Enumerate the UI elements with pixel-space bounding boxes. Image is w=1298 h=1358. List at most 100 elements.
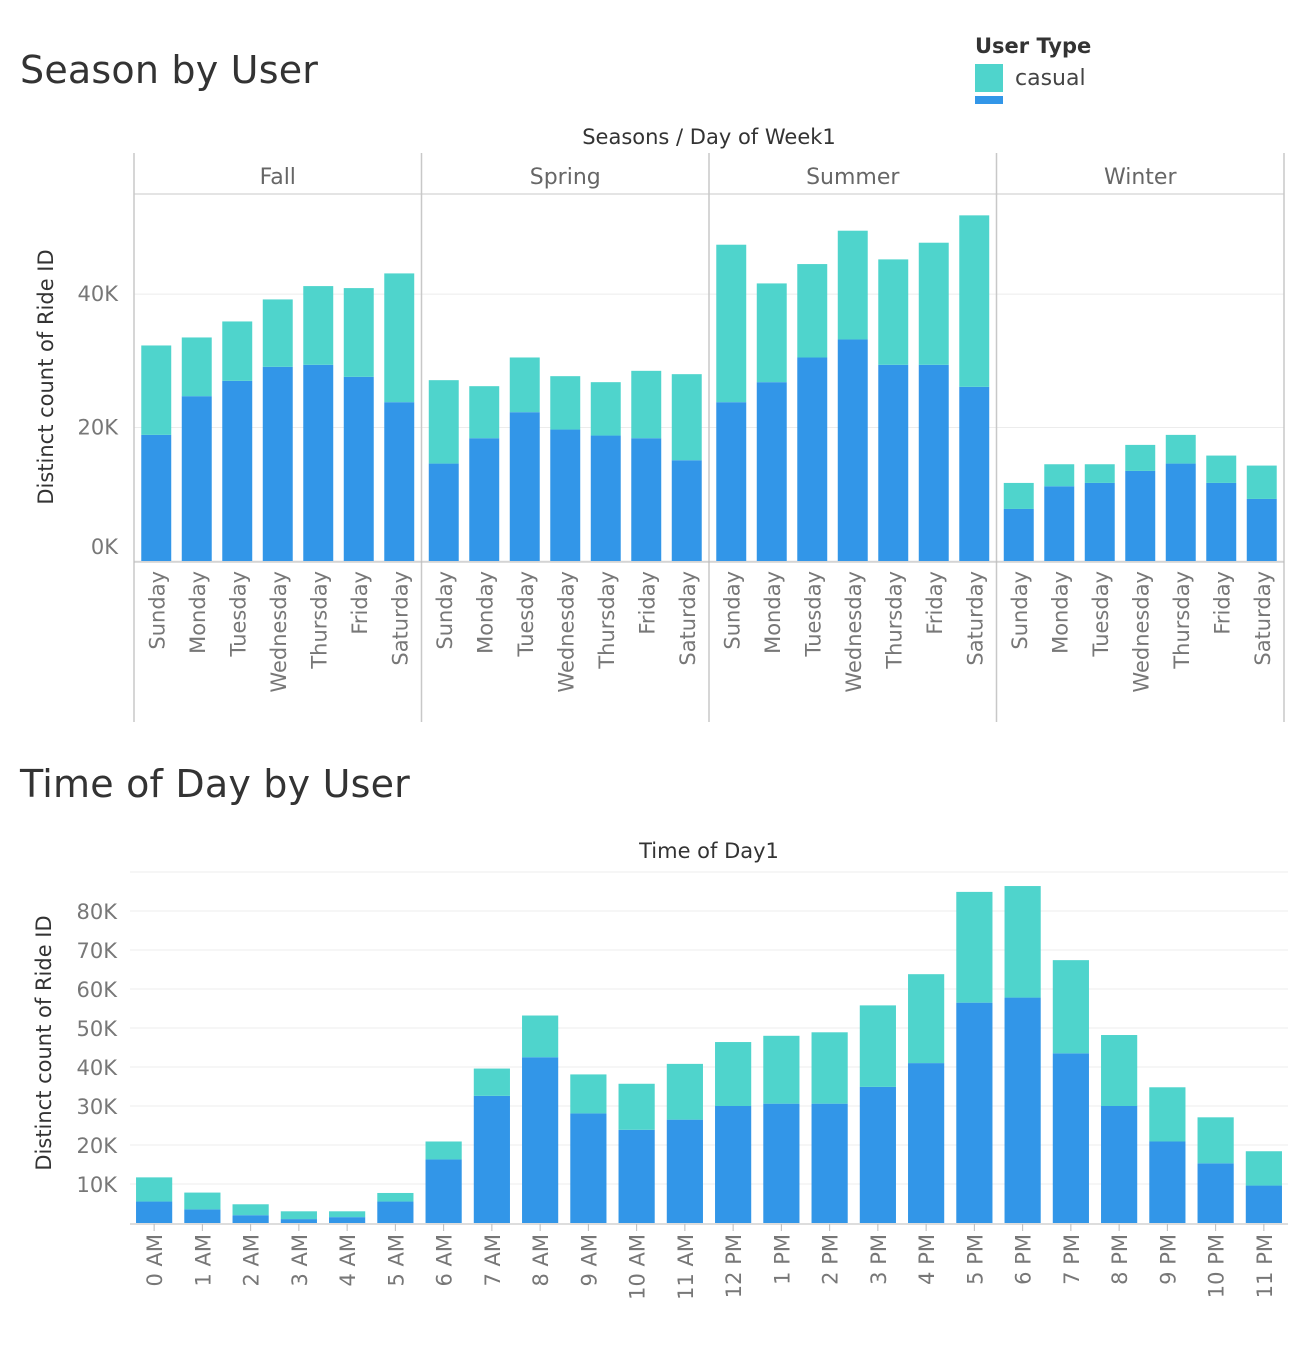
legend-label-casual: casual: [1015, 65, 1086, 91]
x-tick-label: 5 AM: [384, 1234, 408, 1287]
bar-member-6-am: [425, 1159, 462, 1223]
bar-member-summer-thursday: [878, 364, 909, 561]
x-tick-label: 1 PM: [770, 1234, 794, 1285]
bar-member-summer-friday: [918, 364, 949, 561]
bar-casual-spring-wednesday: [550, 376, 581, 430]
bar-member-fall-friday: [343, 376, 374, 561]
bar-casual-fall-wednesday: [262, 299, 293, 367]
x-tick-label: 8 AM: [529, 1234, 553, 1287]
y-tick-label: 60K: [77, 978, 119, 1002]
bar-casual-summer-tuesday: [797, 264, 828, 358]
x-tick-label: Tuesday: [1089, 571, 1113, 657]
bar-member-0-am: [136, 1201, 173, 1223]
bar-member-3-am: [280, 1219, 317, 1223]
bar-member-4-am: [329, 1217, 366, 1223]
bar-casual-fall-thursday: [303, 286, 334, 365]
x-tick-label: Friday: [635, 571, 659, 635]
bar-member-winter-tuesday: [1084, 482, 1115, 561]
bar-casual-6-pm: [1004, 886, 1041, 998]
bar-member-winter-wednesday: [1125, 470, 1156, 561]
y-axis-label: Distinct count of Ride ID: [32, 915, 56, 1170]
x-tick-label: 0 AM: [143, 1234, 167, 1287]
bar-casual-4-am: [329, 1211, 366, 1218]
legend-swatch-member: [975, 96, 1003, 104]
x-tick-label: Friday: [1210, 571, 1234, 635]
bar-member-11-pm: [1245, 1185, 1282, 1223]
bar-casual-spring-tuesday: [509, 357, 540, 413]
bar-casual-7-pm: [1052, 960, 1089, 1054]
bar-member-winter-friday: [1206, 482, 1237, 561]
x-tick-label: Monday: [186, 571, 210, 654]
bar-member-fall-wednesday: [262, 366, 293, 561]
bar-member-spring-thursday: [590, 435, 621, 561]
x-tick-label: 12 PM: [722, 1234, 746, 1298]
x-tick-label: 7 PM: [1060, 1234, 1084, 1285]
x-tick-label: 9 PM: [1156, 1234, 1180, 1285]
bar-member-spring-sunday: [428, 463, 459, 561]
y-tick-label: 80K: [77, 900, 119, 924]
x-tick-label: 9 AM: [577, 1234, 601, 1287]
bar-casual-spring-friday: [631, 370, 662, 439]
bar-member-summer-tuesday: [797, 357, 828, 561]
bar-member-summer-monday: [756, 382, 787, 561]
bar-casual-8-pm: [1101, 1035, 1138, 1106]
bar-casual-spring-saturday: [671, 374, 702, 461]
bar-member-4-pm: [908, 1063, 945, 1223]
x-tick-label: Thursday: [1170, 571, 1194, 670]
bar-casual-10-pm: [1197, 1117, 1234, 1164]
y-tick-label: 70K: [77, 939, 119, 963]
bar-casual-summer-saturday: [959, 215, 990, 387]
bar-member-9-am: [570, 1113, 607, 1223]
bar-casual-12-pm: [715, 1042, 752, 1106]
bar-casual-6-am: [425, 1141, 462, 1160]
bar-casual-summer-sunday: [716, 244, 747, 403]
bar-casual-1-pm: [763, 1035, 800, 1104]
bar-casual-0-am: [136, 1177, 173, 1202]
bar-casual-spring-monday: [469, 386, 500, 439]
bar-casual-1-am: [184, 1192, 221, 1210]
column-header: Seasons / Day of Week1: [582, 125, 836, 149]
x-tick-label: Wednesday: [842, 571, 866, 693]
legend-item-casual[interactable]: casual: [975, 64, 1091, 92]
panel-label-spring: Spring: [530, 165, 601, 190]
legend-title: User Type: [975, 34, 1092, 58]
x-tick-label: Tuesday: [514, 571, 538, 657]
x-tick-label: Monday: [473, 571, 497, 654]
bar-casual-fall-tuesday: [222, 321, 253, 381]
x-tick-label: 3 AM: [288, 1234, 312, 1287]
x-tick-label: 2 PM: [819, 1234, 843, 1285]
bar-member-fall-tuesday: [222, 380, 253, 561]
bar-casual-9-pm: [1149, 1087, 1186, 1142]
x-tick-label: 6 AM: [433, 1234, 457, 1287]
bar-member-2-pm: [811, 1103, 848, 1223]
legend-item-member[interactable]: [975, 96, 1091, 104]
x-tick-label: 4 AM: [336, 1234, 360, 1287]
bar-member-fall-sunday: [141, 434, 172, 561]
bar-member-3-pm: [859, 1086, 896, 1223]
bar-casual-winter-saturday: [1246, 465, 1277, 499]
bar-member-winter-monday: [1044, 486, 1075, 561]
x-tick-label: Wednesday: [554, 571, 578, 693]
x-tick-label: Sunday: [433, 571, 457, 650]
x-tick-label: Sunday: [145, 571, 169, 650]
y-axis-label: Distinct count of Ride ID: [34, 249, 58, 504]
bar-casual-winter-sunday: [1003, 482, 1034, 509]
y-tick-label: 40K: [77, 1056, 119, 1080]
y-tick-label: 0K: [91, 535, 119, 559]
bar-casual-3-am: [280, 1211, 317, 1220]
x-tick-label: Thursday: [595, 571, 619, 670]
bar-member-fall-thursday: [303, 364, 334, 561]
bar-member-spring-saturday: [671, 460, 702, 561]
x-tick-label: 10 PM: [1205, 1234, 1229, 1298]
bar-member-summer-sunday: [716, 402, 747, 561]
x-tick-label: Saturday: [676, 571, 700, 666]
bar-member-8-am: [522, 1057, 559, 1223]
y-tick-label: 20K: [77, 1134, 119, 1158]
x-tick-label: 11 AM: [674, 1234, 698, 1300]
bar-member-spring-wednesday: [550, 429, 581, 561]
bar-member-winter-sunday: [1003, 508, 1034, 561]
bar-casual-11-am: [666, 1063, 703, 1120]
bar-member-8-pm: [1101, 1106, 1138, 1223]
panel-label-summer: Summer: [806, 165, 900, 190]
